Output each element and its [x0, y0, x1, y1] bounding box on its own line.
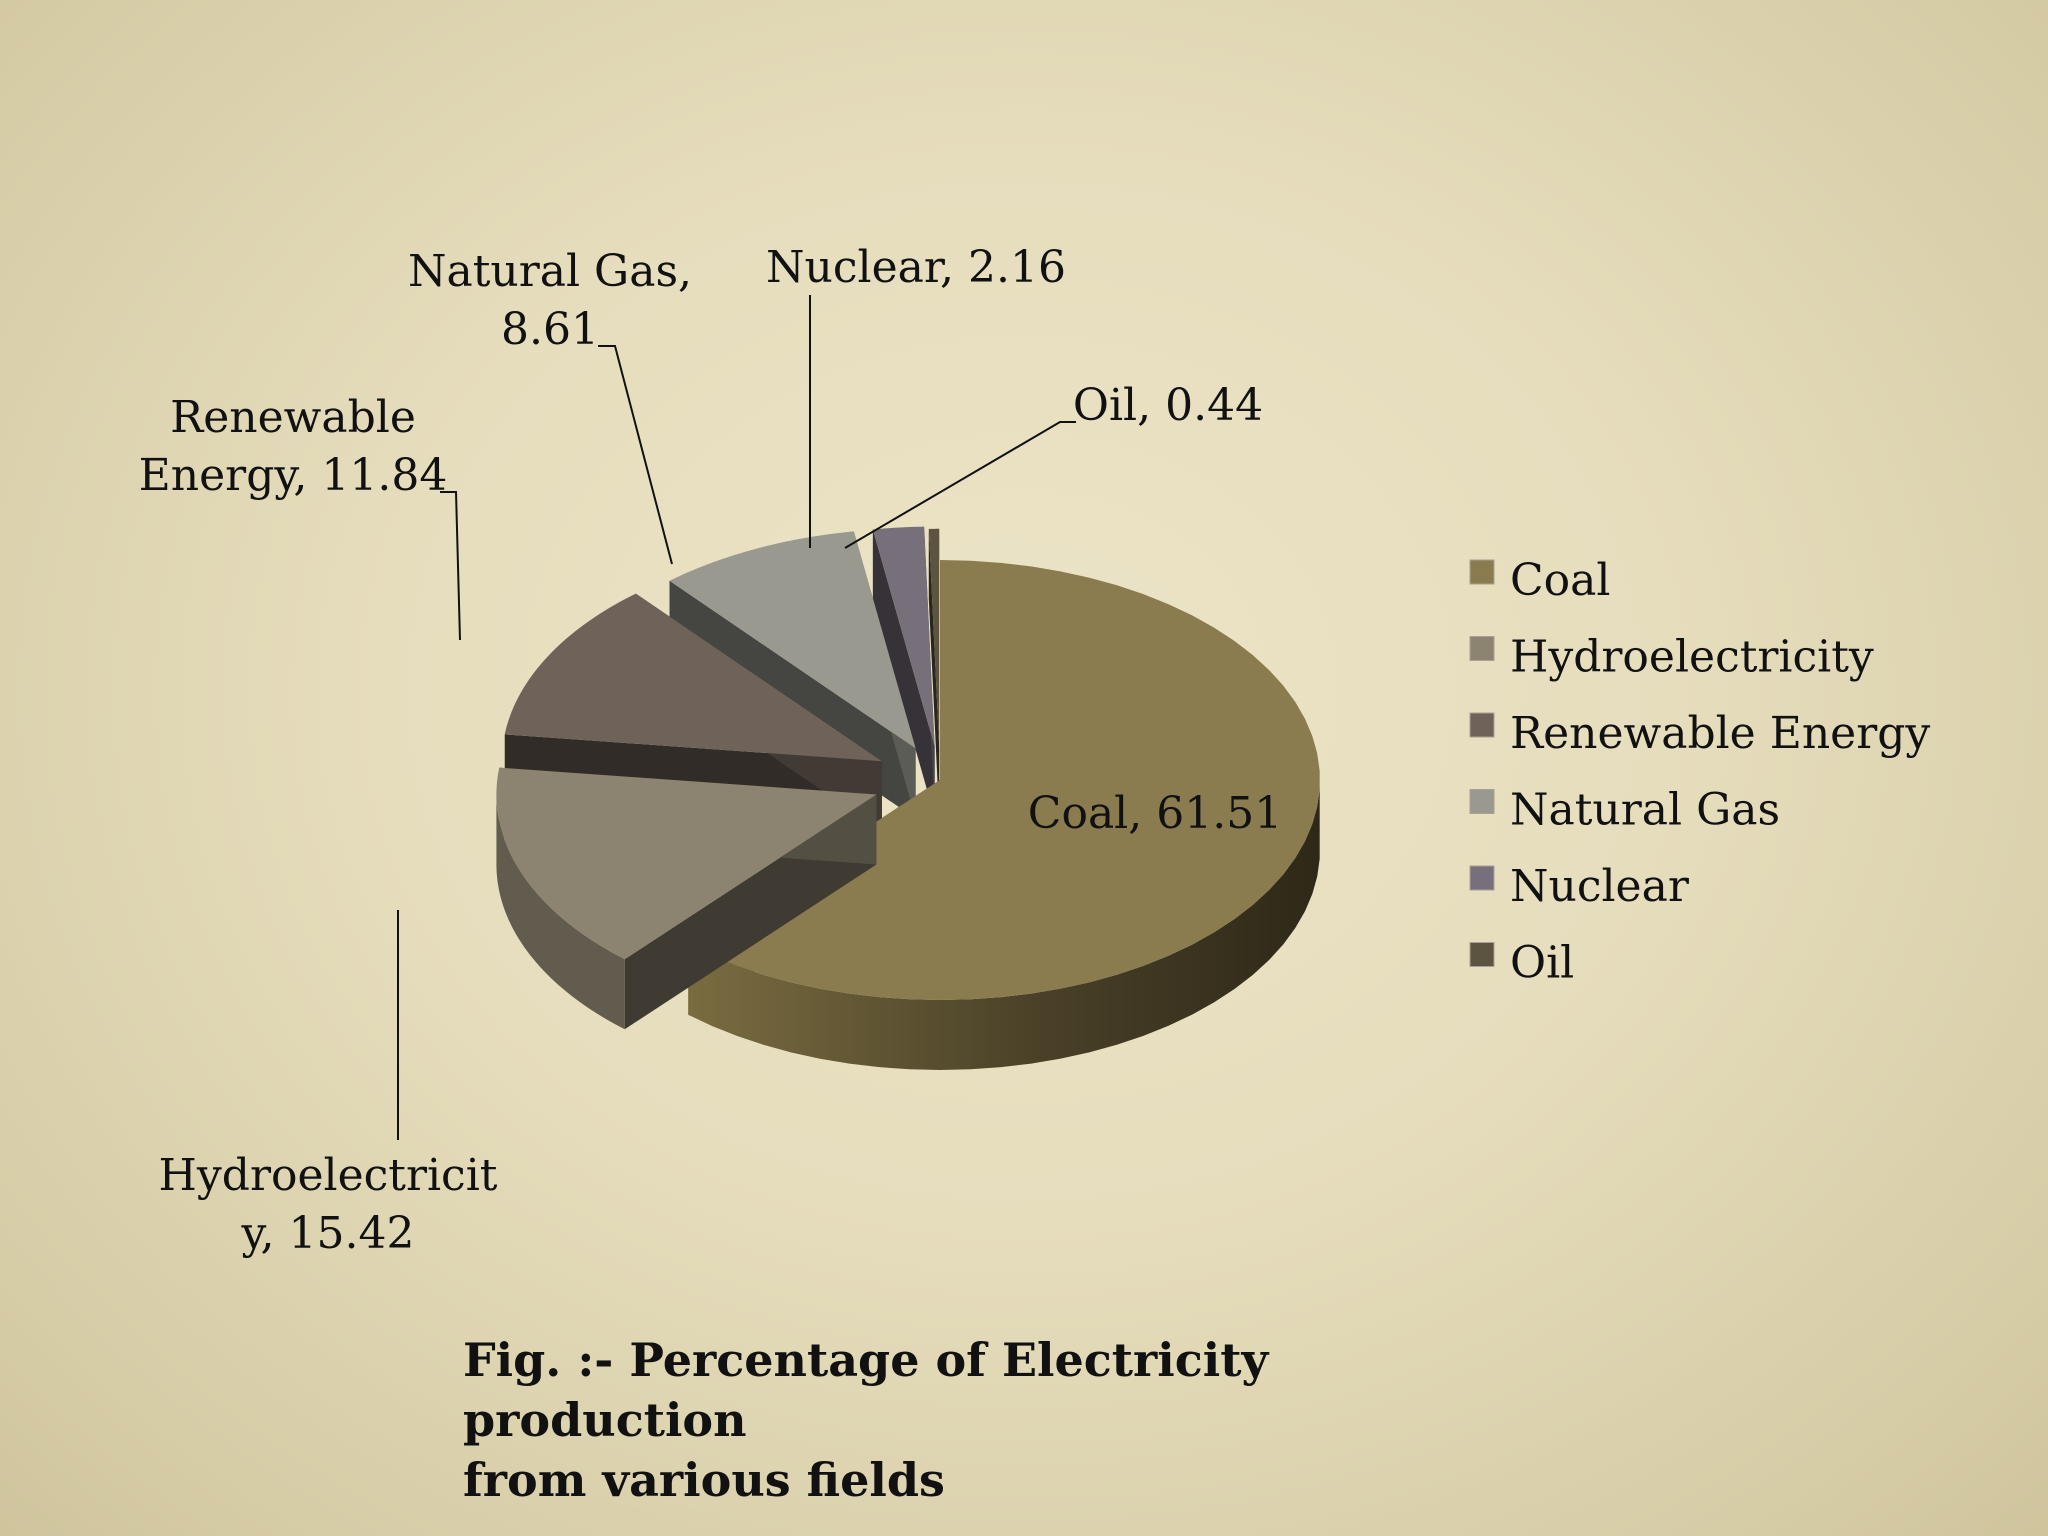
slice-hydroelectricity-top [496, 767, 877, 960]
caption-line-1: Fig. :- Percentage of Electricity produc… [463, 1333, 1269, 1447]
legend-label-natural-gas: Natural Gas [1510, 785, 1780, 836]
legend-item-coal: Coal [1469, 555, 1610, 606]
figure-caption: Fig. :- Percentage of Electricity produc… [463, 1330, 1563, 1510]
slice-natural-gas-top [669, 531, 916, 749]
slice-oil [928, 528, 940, 819]
caption-line-2: from various fields [463, 1453, 945, 1507]
slice-coal-wall [688, 788, 1320, 1070]
legend-item-nuclear: Nuclear [1469, 861, 1690, 912]
slice-renewable-energy-top [504, 593, 882, 762]
slice-oil-cut-start [928, 528, 940, 819]
data-label-nuclear: Nuclear, 2.16 [766, 242, 1066, 293]
data-label-renewable-energy-line-1: Renewable [170, 392, 416, 443]
pie-slices [496, 526, 1320, 1070]
slice-nuclear-top [872, 526, 935, 747]
slice-nuclear-cut-start [872, 529, 935, 817]
legend-item-natural-gas: Natural Gas [1469, 785, 1780, 836]
data-label-hydroelectricity-line-2: y, 15.42 [241, 1208, 415, 1259]
slice-oil-top [928, 528, 940, 749]
leader-line-natural-gas [598, 345, 673, 565]
data-label-coal: Coal, 61.51 [1028, 788, 1282, 839]
data-label-renewable-energy-line-2: Energy, 11.84 [139, 450, 448, 501]
data-label-hydroelectricity-line-1: Hydroelectricit [159, 1150, 498, 1201]
legend-swatch-natural-gas [1469, 789, 1495, 814]
slice-coal-top [688, 560, 1320, 1000]
legend-label-renewable-energy: Renewable Energy [1510, 708, 1930, 759]
legend-label-hydroelectricity: Hydroelectricity [1510, 632, 1874, 683]
slice-hydroelectricity [496, 767, 877, 1030]
slice-nuclear [872, 526, 935, 817]
legend-swatch-hydroelectricity [1469, 636, 1495, 661]
legend-swatch-nuclear [1469, 865, 1495, 891]
data-labels: Coal, 61.51 Hydroelectricit y, 15.42 Renewa… [139, 242, 1283, 1259]
legend-label-nuclear: Nuclear [1510, 861, 1690, 912]
legend-swatch-oil [1469, 942, 1495, 967]
legend: Coal Hydroelectricity Renewable Energy Natu… [1469, 555, 1930, 989]
data-label-natural-gas-line-2: 8.61 [501, 304, 599, 355]
legend-swatch-renewable-energy [1469, 712, 1495, 738]
legend-label-oil: Oil [1510, 938, 1574, 989]
leader-line-oil [844, 421, 1076, 549]
leader-line-renewable-energy [440, 491, 461, 641]
legend-label-coal: Coal [1510, 555, 1610, 606]
data-label-oil: Oil, 0.44 [1073, 380, 1263, 431]
legend-item-oil: Oil [1469, 938, 1574, 989]
legend-swatch-coal [1469, 559, 1495, 585]
legend-item-renewable-energy: Renewable Energy [1469, 708, 1930, 759]
slice-hydroelectricity-wall [496, 794, 625, 1030]
leader-lines [397, 295, 1076, 1140]
legend-item-hydroelectricity: Hydroelectricity [1469, 632, 1874, 683]
data-label-natural-gas-line-1: Natural Gas, [408, 246, 692, 297]
